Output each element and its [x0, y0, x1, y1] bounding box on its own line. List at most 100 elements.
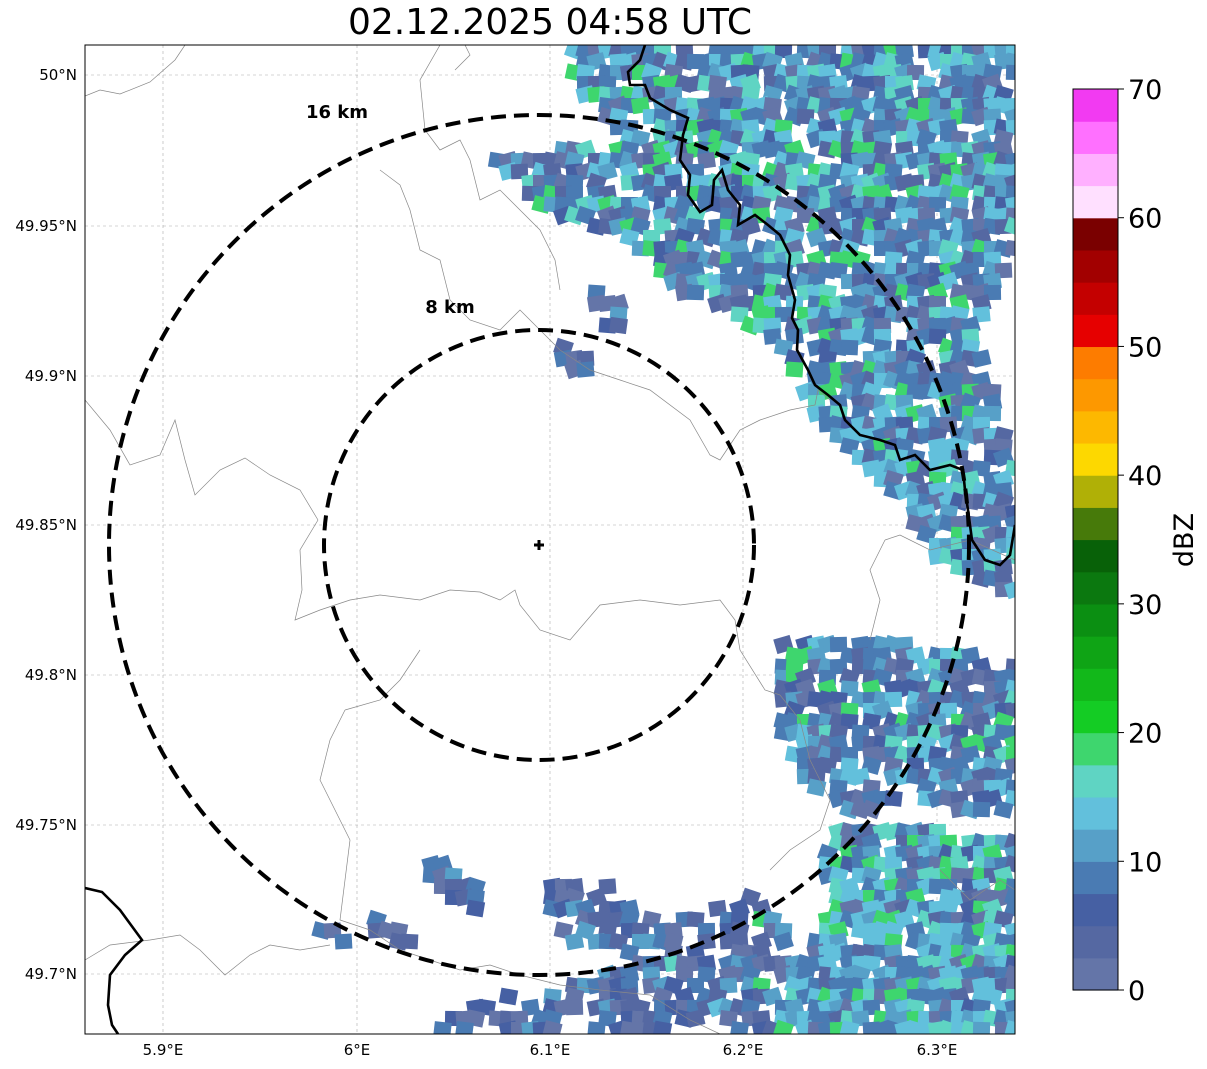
- reflectivity-pixel: [400, 933, 419, 950]
- ring-16km: [107, 113, 971, 977]
- reflectivity-pixel: [542, 1020, 563, 1034]
- reflectivity-pixel: [565, 999, 584, 1016]
- colorbar-tick-label: 0: [1128, 976, 1145, 1007]
- reflectivity-pixel: [972, 1021, 991, 1034]
- reflectivity-pixel: [862, 955, 881, 972]
- lat-label: 49.9°N: [25, 367, 77, 385]
- reflectivity-pixel: [972, 801, 991, 818]
- colorbar-tick-label: 60: [1128, 204, 1162, 235]
- reflectivity-pixel: [465, 899, 486, 918]
- reflectivity-pixel: [652, 1020, 673, 1034]
- colorbar-swatch: [1073, 796, 1118, 830]
- colorbar-swatch: [1073, 700, 1118, 734]
- national-border: [85, 45, 1015, 1034]
- reflectivity-pixel: [609, 316, 628, 335]
- colorbar-label: dBZ: [1169, 513, 1200, 567]
- reflectivity-pixel: [993, 800, 1014, 819]
- reflectivity-pixel: [785, 327, 804, 346]
- colorbar-swatch: [1073, 957, 1118, 991]
- lat-label: 49.7°N: [25, 965, 77, 983]
- colorbar-swatch: [1073, 893, 1118, 927]
- latitude-labels: 50°N 49.95°N 49.9°N 49.85°N 49.8°N 49.75…: [15, 66, 77, 983]
- colorbar-swatch: [1073, 378, 1118, 412]
- reflectivity-pixel: [774, 45, 793, 59]
- colorbar-swatch: [1073, 861, 1118, 895]
- colorbar-swatch: [1073, 571, 1118, 605]
- colorbar-swatch: [1073, 829, 1118, 862]
- radar-site-marker: [534, 540, 544, 550]
- reflectivity-pixel: [587, 1021, 606, 1034]
- lat-label: 50°N: [39, 66, 77, 84]
- reflectivity-pixel: [498, 987, 519, 1006]
- colorbar-swatch: [1073, 732, 1118, 766]
- reflectivity-pixel: [971, 349, 992, 368]
- lat-label: 49.85°N: [15, 516, 77, 534]
- reflectivity-pixel: [729, 1020, 750, 1034]
- reflectivity-pixel: [334, 933, 353, 950]
- lat-label: 49.95°N: [15, 217, 77, 235]
- reflectivity-field: [311, 45, 1015, 1034]
- colorbar-swatch: [1073, 153, 1118, 187]
- reflectivity-pixel: [773, 1019, 794, 1034]
- reflectivity-pixel: [839, 1020, 860, 1034]
- colorbar-swatch: [1073, 925, 1118, 959]
- colorbar-tick-label: 40: [1128, 461, 1162, 492]
- map-title: 02.12.2025 04:58 UTC: [347, 2, 753, 43]
- reflectivity-pixel: [773, 931, 794, 952]
- reflectivity-pixel: [719, 977, 738, 994]
- reflectivity-pixel: [433, 1021, 452, 1034]
- reflectivity-pixel: [597, 162, 618, 181]
- plot-frame: [84, 44, 1016, 1035]
- colorbar-swatch: [1073, 507, 1118, 541]
- colorbar-tick-label: 50: [1128, 332, 1162, 363]
- colorbar-swatch: [1073, 442, 1118, 476]
- colorbar-swatch: [1073, 764, 1118, 798]
- reflectivity-pixel: [685, 1009, 706, 1028]
- admin-boundaries: [85, 45, 1015, 1034]
- reflectivity-pixel: [564, 932, 585, 951]
- ring-label-16km: 16 km: [306, 102, 368, 123]
- colorbar-tick-label: 20: [1128, 719, 1162, 750]
- lon-label: 6°E: [344, 1041, 371, 1059]
- reflectivity-pixel: [576, 361, 595, 378]
- colorbar-swatch: [1073, 636, 1118, 669]
- colorbar-tick-label: 30: [1128, 590, 1162, 621]
- colorbar: [1073, 89, 1118, 991]
- longitude-labels: 5.9°E 6°E 6.1°E 6.2°E 6.3°E: [143, 1041, 958, 1059]
- reflectivity-pixel: [884, 691, 903, 708]
- colorbar-swatch: [1073, 249, 1118, 283]
- reflectivity-pixel: [686, 284, 705, 301]
- reflectivity-pixel: [840, 339, 859, 356]
- colorbar-swatch: [1073, 346, 1118, 380]
- colorbar-tick-label: 70: [1128, 75, 1162, 106]
- lon-label: 5.9°E: [143, 1041, 184, 1059]
- colorbar-swatch: [1073, 475, 1118, 508]
- lon-label: 6.1°E: [530, 1041, 571, 1059]
- colorbar-swatch: [1073, 410, 1118, 444]
- lon-label: 6.2°E: [723, 1041, 764, 1059]
- colorbar-swatch: [1073, 668, 1118, 701]
- colorbar-swatch: [1073, 314, 1118, 348]
- reflectivity-pixel: [928, 328, 947, 345]
- range-rings: [107, 113, 971, 977]
- colorbar-swatch: [1073, 121, 1118, 154]
- reflectivity-pixel: [510, 163, 529, 180]
- ring-8km: [322, 328, 756, 762]
- lat-label: 49.75°N: [15, 816, 77, 834]
- reflectivity-pixel: [686, 977, 705, 994]
- colorbar-frame: [1072, 88, 1119, 991]
- reflectivity-pixel: [455, 1020, 474, 1034]
- reflectivity-pixel: [860, 799, 883, 820]
- colorbar-swatch: [1073, 603, 1118, 637]
- colorbar-swatch: [1073, 217, 1118, 251]
- lon-label: 6.3°E: [917, 1041, 958, 1059]
- colorbar-swatch: [1073, 185, 1118, 219]
- lat-label: 49.8°N: [25, 666, 77, 684]
- colorbar-tick-label: 10: [1128, 847, 1162, 878]
- colorbar-ticks: 0 10 20 30 40 50 60 70: [1118, 75, 1162, 1007]
- colorbar-swatch: [1073, 539, 1118, 573]
- reflectivity-pixel: [884, 790, 903, 807]
- reflectivity-pixel: [663, 975, 684, 996]
- colorbar-swatch: [1073, 282, 1118, 315]
